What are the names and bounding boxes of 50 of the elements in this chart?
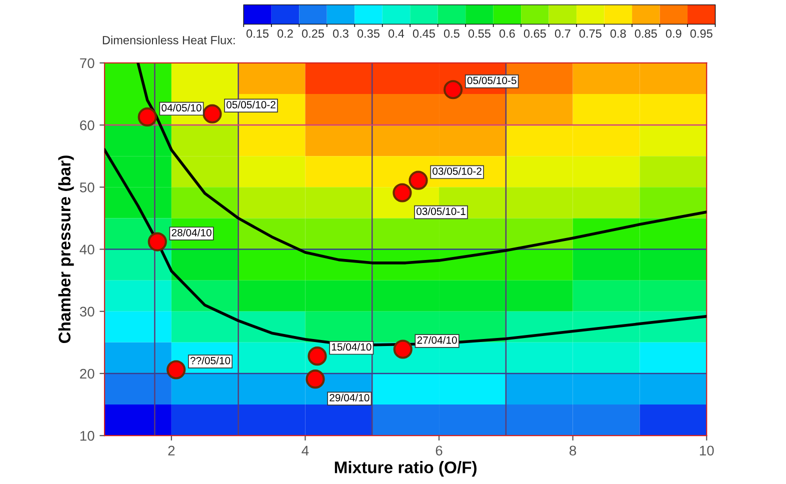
y-tick-label: 40 <box>80 244 94 254</box>
annotation: 05/05/10-2 <box>226 100 276 108</box>
y-axis-title: Chamber pressure (bar) <box>58 156 74 344</box>
y-tick-label: 10 <box>80 430 94 441</box>
color-bar-label: 0.75 <box>579 29 602 38</box>
annotation: 15/04/10 <box>332 342 372 351</box>
x-axis-title: Mixture ratio (O/F) <box>334 461 477 477</box>
color-bar-label: 0.45 <box>412 29 435 38</box>
x-tick-label: 10 <box>700 446 714 456</box>
x-tick-label: 2 <box>168 446 175 456</box>
color-bar-label: 0.9 <box>666 29 682 38</box>
point <box>306 370 325 389</box>
annotation: 27/04/10 <box>417 336 457 344</box>
color-bar-label: 0.65 <box>524 29 546 38</box>
point <box>148 232 167 252</box>
color-bar-label: 0.7 <box>554 29 570 38</box>
color-bar-label: 0.35 <box>357 29 380 38</box>
point <box>392 183 412 202</box>
annotation: 29/04/10 <box>330 394 370 402</box>
x-tick-label: 6 <box>436 446 442 456</box>
annotation: ??/05/10 <box>190 356 230 364</box>
y-tick-label: 70 <box>80 58 94 68</box>
point <box>308 346 327 366</box>
color-bar-label: 0.25 <box>302 29 324 38</box>
annotation: 04/05/10 <box>162 104 202 112</box>
color-bar-label: 0.85 <box>634 29 657 38</box>
point <box>408 170 428 190</box>
annotation: 28/04/10 <box>172 228 212 236</box>
point <box>166 360 186 380</box>
x-tick-label: 4 <box>302 446 309 456</box>
y-tick-label: 50 <box>80 182 94 192</box>
color-bar-label: 0.2 <box>278 29 293 38</box>
color-bar-label: 0.95 <box>690 29 712 38</box>
line-series <box>136 62 707 264</box>
annotation: 05/05/10-5 <box>467 76 516 84</box>
annotation: 03/05/10-2 <box>432 167 482 175</box>
color-bar-title: Dimensionless Heat Flux: <box>102 36 235 44</box>
color-bar-label: 0.8 <box>610 29 626 38</box>
y-tick-label: 20 <box>80 368 94 379</box>
color-bar-label: 0.5 <box>444 29 460 38</box>
color-bar-label: 0.15 <box>246 29 269 38</box>
color-bar-label: 0.4 <box>388 29 404 38</box>
annotation: 03/05/10-1 <box>416 207 466 216</box>
color-bar-label: 0.6 <box>499 29 515 38</box>
color-bar-label: 0.55 <box>468 29 490 38</box>
y-tick-label: 60 <box>80 120 94 130</box>
color-bar-label: 0.3 <box>333 29 348 38</box>
x-tick-label: 8 <box>570 446 576 456</box>
point <box>444 80 463 100</box>
y-tick-label: 30 <box>80 306 94 317</box>
